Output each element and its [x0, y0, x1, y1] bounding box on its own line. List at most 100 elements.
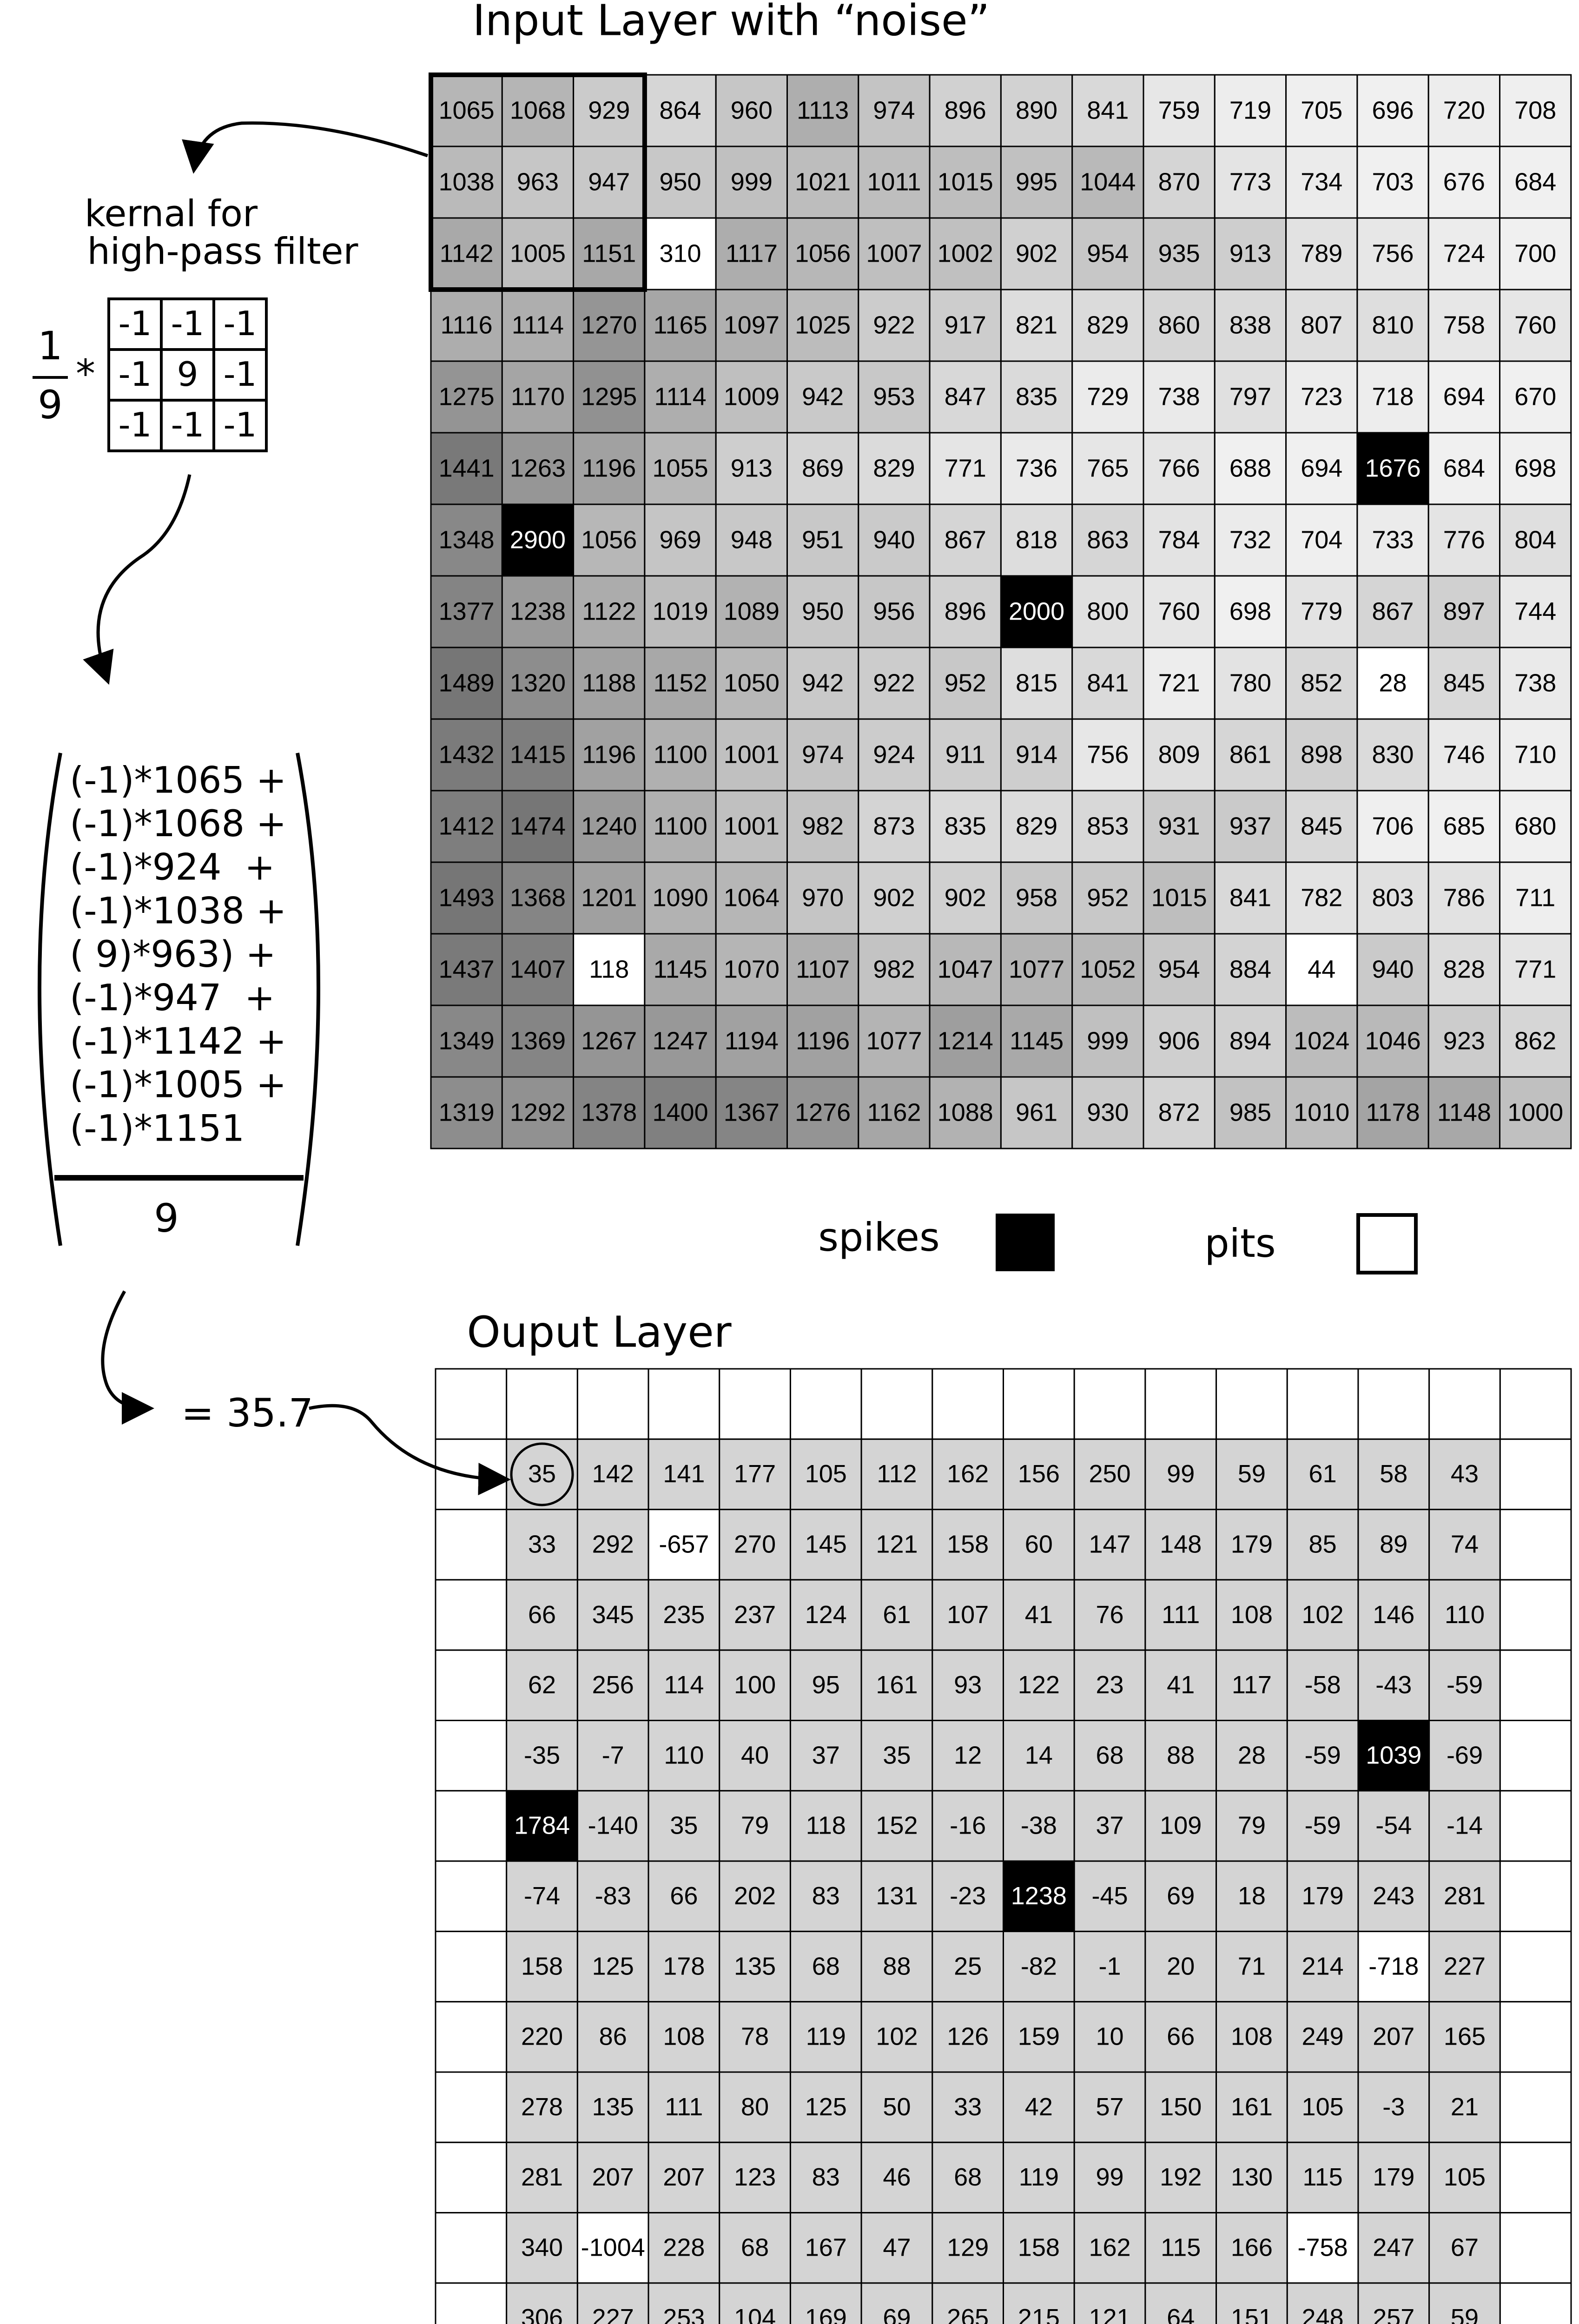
result: = 35.7	[181, 1390, 313, 1436]
output-value: -45	[1092, 1882, 1128, 1910]
output-cell	[435, 2141, 508, 2214]
output-value: 117	[1232, 1671, 1272, 1699]
output-value: 227	[592, 2304, 634, 2324]
output-cell	[435, 1579, 508, 1651]
input-cell	[786, 790, 859, 863]
input-value: 723	[1301, 383, 1342, 410]
input-value: 974	[802, 740, 844, 768]
input-cell	[1285, 360, 1358, 434]
output-value: 110	[1445, 1601, 1485, 1629]
input-cell	[573, 790, 646, 863]
input-cell	[1000, 360, 1073, 434]
input-value: 902	[945, 884, 986, 911]
output-cell	[1499, 1790, 1572, 1862]
input-value: 947	[588, 168, 630, 196]
output-value: 68	[954, 2163, 982, 2191]
input-cell	[1071, 1076, 1144, 1149]
input-value: 786	[1443, 884, 1485, 911]
input-value: 807	[1301, 311, 1342, 339]
output-cell	[435, 1368, 508, 1440]
output-value: 142	[592, 1460, 634, 1488]
input-value: 864	[659, 96, 701, 124]
input-cell	[1000, 74, 1073, 147]
input-cell	[1427, 145, 1500, 219]
input-cell	[573, 718, 646, 792]
output-value: 59	[1238, 1460, 1266, 1488]
legend-spikes: spikes	[818, 1215, 940, 1260]
input-cell	[1000, 647, 1073, 720]
output-value: 61	[883, 1601, 911, 1629]
input-cell	[929, 289, 1002, 362]
output-value: 115	[1161, 2234, 1201, 2262]
input-value: 835	[945, 812, 986, 840]
input-cell	[1071, 217, 1144, 290]
input-value: 923	[1443, 1027, 1485, 1055]
output-cell	[506, 1720, 578, 1792]
input-value: 1047	[938, 955, 993, 983]
input-cell	[786, 432, 859, 505]
output-cell	[1499, 1720, 1572, 1792]
output-value: 71	[1238, 1952, 1266, 1980]
output-cell	[719, 1368, 791, 1440]
output-value: 249	[1302, 2023, 1344, 2051]
output-cell	[1357, 2141, 1430, 2214]
input-value: 956	[873, 597, 915, 625]
output-cell	[1216, 1579, 1288, 1651]
output-cell	[1357, 1649, 1430, 1721]
input-cell	[573, 1004, 646, 1078]
input-value: 902	[873, 884, 915, 911]
input-cell	[1427, 360, 1500, 434]
input-value: 985	[1229, 1098, 1271, 1126]
output-value: 135	[592, 2093, 634, 2121]
input-cell	[1214, 861, 1287, 935]
output-cell	[932, 2141, 1004, 2214]
output-cell	[576, 1720, 649, 1792]
output-cell	[1003, 2071, 1075, 2143]
output-cell	[576, 1860, 649, 1932]
input-cell	[1499, 718, 1572, 792]
input-value: 841	[1229, 884, 1271, 911]
input-value: 720	[1443, 96, 1485, 124]
input-value: 789	[1301, 239, 1342, 267]
input-value: 1415	[510, 740, 566, 768]
input-cell	[786, 575, 859, 648]
output-value: -59	[1305, 1812, 1341, 1840]
input-cell	[1000, 933, 1073, 1006]
output-cell	[1216, 2282, 1288, 2324]
operator: *	[76, 351, 95, 396]
input-value: 847	[945, 383, 986, 410]
input-cell	[858, 503, 931, 577]
input-value: 1407	[510, 955, 566, 983]
input-value: 694	[1301, 454, 1342, 482]
input-value: 676	[1443, 168, 1485, 196]
input-cell	[1356, 647, 1429, 720]
output-value: 165	[1444, 2023, 1486, 2051]
input-value: 696	[1372, 96, 1414, 124]
input-cell	[1143, 74, 1216, 147]
output-value: 108	[1231, 1601, 1273, 1629]
input-cell	[1071, 790, 1144, 863]
input-cell	[929, 575, 1002, 648]
output-value: 76	[1096, 1601, 1123, 1629]
output-value: 64	[1167, 2304, 1195, 2324]
input-value: 821	[1016, 311, 1057, 339]
input-value: 1015	[1151, 884, 1207, 911]
output-value: 41	[1025, 1601, 1053, 1629]
input-cell	[573, 861, 646, 935]
input-value: 804	[1514, 526, 1556, 554]
input-value: 937	[1229, 812, 1271, 840]
output-value: 135	[734, 1952, 776, 1980]
input-grid: 1065 1068 929 864 960 1113 974 896 890 841 759 719 7…	[429, 73, 1572, 1149]
output-cell	[576, 1438, 649, 1511]
input-value: 1070	[724, 955, 780, 983]
input-value: 685	[1443, 812, 1485, 840]
input-cell	[1000, 217, 1073, 290]
input-cell	[1285, 1004, 1358, 1078]
input-value: 703	[1372, 168, 1414, 196]
fraction-numerator: 1	[38, 323, 62, 369]
input-cell	[929, 718, 1002, 792]
input-value: 1116	[441, 311, 493, 339]
input-value: 873	[873, 812, 915, 840]
input-cell	[1214, 575, 1287, 648]
input-cell	[1499, 1076, 1572, 1149]
